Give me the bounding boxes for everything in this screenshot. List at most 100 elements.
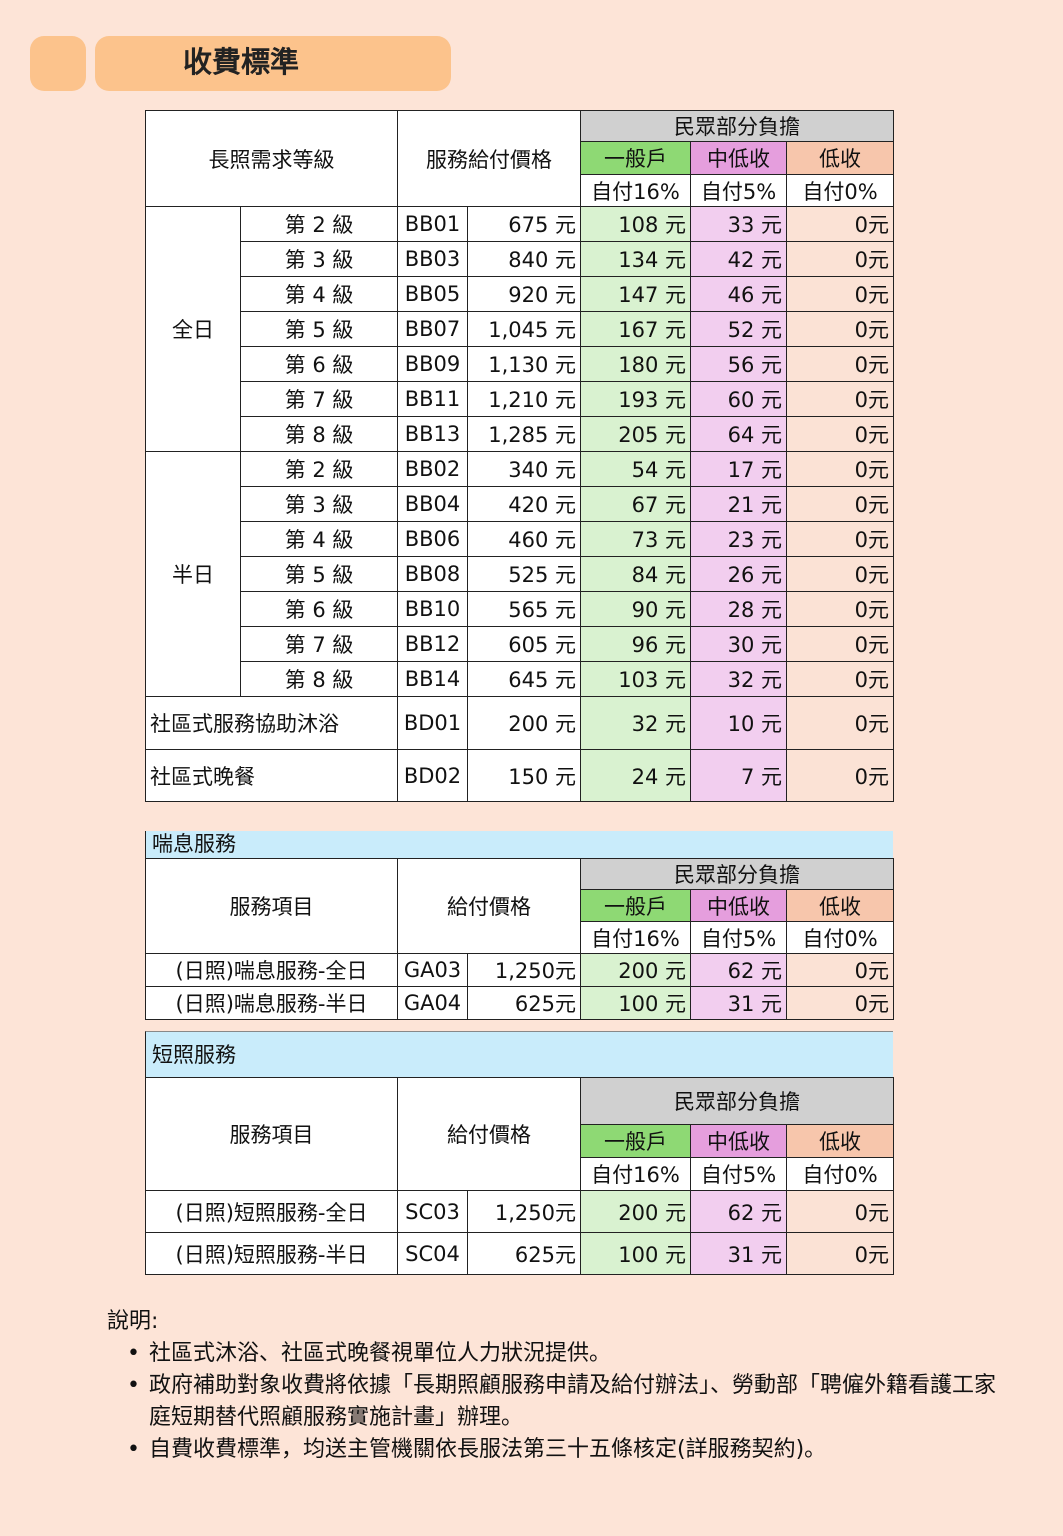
low-copay: 0元 <box>786 206 894 242</box>
section-title-respite: 喘息服務 <box>145 831 893 858</box>
header-low: 低收 <box>786 889 894 922</box>
header-midlow: 中低收 <box>690 1124 787 1158</box>
level-label: 第 3 級 <box>240 241 398 277</box>
table-row: 第 3 級 BB04 420 元 67 元 21 元 0元 <box>146 486 894 522</box>
table-row: 第 3 級 BB03 840 元 134 元 42 元 0元 <box>146 241 894 277</box>
service-code: BB08 <box>397 556 468 592</box>
header-low-rate: 自付0% <box>786 174 894 207</box>
header-pay_price: 給付價格 <box>397 1077 581 1191</box>
low-copay: 0元 <box>786 591 894 627</box>
table-row: (日照)短照服務-半日 SC04 625元 100 元 31 元 0元 <box>145 1232 894 1275</box>
note-item: 自費收費標準，均送主管機關依長服法第三十五條核定(詳服務契約)。 <box>127 1434 997 1466</box>
general-copay: 100 元 <box>580 1232 691 1275</box>
service-name: (日照)喘息服務-全日 <box>145 953 398 987</box>
table-row: 一般戶 中低收 低收 <box>146 1124 894 1158</box>
service-price: 840 元 <box>467 241 581 277</box>
service-price: 1,045 元 <box>467 311 581 347</box>
midlow-copay: 32 元 <box>690 661 787 697</box>
midlow-copay: 60 元 <box>690 381 787 417</box>
header-share: 民眾部分負擔 <box>580 858 894 890</box>
low-copay: 0元 <box>786 696 894 750</box>
table-row: 第 8 級 BB14 645 元 103 元 32 元 0元 <box>146 661 894 697</box>
service-code: BB14 <box>397 661 468 697</box>
table-row: 服務項目 給付價格 民眾部分負擔 <box>145 1077 894 1191</box>
table-row: 社區式服務協助沐浴 BD01 200 元 32 元 10 元 0元 <box>145 696 894 750</box>
service-code: BB10 <box>397 591 468 627</box>
header-level: 長照需求等級 <box>145 110 398 207</box>
midlow-copay: 62 元 <box>690 1190 787 1233</box>
level-label: 第 6 級 <box>240 591 398 627</box>
low-copay: 0元 <box>786 311 894 347</box>
general-copay: 103 元 <box>580 661 691 697</box>
table-row: 第 7 級 BB11 1,210 元 193 元 60 元 0元 <box>146 381 894 417</box>
table-row: 半日第 2 級 BB02 340 元 54 元 17 元 0元 <box>145 451 894 697</box>
service-price: 605 元 <box>467 626 581 662</box>
low-copay: 0元 <box>786 556 894 592</box>
service-code: BB01 <box>397 206 468 242</box>
table-row: 第 4 級 BB05 920 元 147 元 46 元 0元 <box>146 276 894 312</box>
midlow-copay: 17 元 <box>690 451 787 487</box>
table-row: 長照需求等級 服務給付價格 民眾部分負擔 <box>145 110 894 207</box>
table-row: 服務項目 給付價格 民眾部分負擔 <box>145 858 894 954</box>
level-label: 第 8 級 <box>240 661 398 697</box>
table-row: 第 8 級 BB13 1,285 元 205 元 64 元 0元 <box>146 416 894 452</box>
service-name: (日照)喘息服務-半日 <box>145 986 398 1020</box>
header-item: 服務項目 <box>145 1077 398 1191</box>
midlow-copay: 56 元 <box>690 346 787 382</box>
general-copay: 205 元 <box>580 416 691 452</box>
level-label: 第 5 級 <box>240 556 398 592</box>
header-midlow-rate: 自付5% <box>690 1157 787 1191</box>
midlow-copay: 31 元 <box>690 986 787 1020</box>
service-code: BB09 <box>397 346 468 382</box>
table-row: 自付16% 自付5% 自付0% <box>146 174 894 207</box>
midlow-copay: 31 元 <box>690 1232 787 1275</box>
header-midlow: 中低收 <box>690 889 787 922</box>
general-copay: 200 元 <box>580 1190 691 1233</box>
fee-table-respite: 服務項目 給付價格 民眾部分負擔 一般戶 中低收 低收 自付16% 自付5% 自付0% (日照)喘… <box>145 858 894 1020</box>
service-price: 340 元 <box>467 451 581 487</box>
service-price: 565 元 <box>467 591 581 627</box>
table-row: 第 6 級 BB09 1,130 元 180 元 56 元 0元 <box>146 346 894 382</box>
level-label: 第 2 級 <box>240 451 398 487</box>
midlow-copay: 23 元 <box>690 521 787 557</box>
general-copay: 90 元 <box>580 591 691 627</box>
notes: 說明: 社區式沐浴、社區式晚餐視單位人力狀況提供。 政府補助對象收費將依據「長期… <box>107 1306 997 1466</box>
header-general-rate: 自付16% <box>580 174 691 207</box>
low-copay: 0元 <box>786 276 894 312</box>
level-label: 第 6 級 <box>240 346 398 382</box>
service-price: 675 元 <box>467 206 581 242</box>
service-price: 625元 <box>467 986 581 1020</box>
midlow-copay: 21 元 <box>690 486 787 522</box>
service-code: BD01 <box>397 696 468 750</box>
general-copay: 54 元 <box>580 451 691 487</box>
service-name: (日照)短照服務-全日 <box>145 1190 398 1233</box>
service-code: BB11 <box>397 381 468 417</box>
header-share: 民眾部分負擔 <box>580 110 894 142</box>
service-price: 525 元 <box>467 556 581 592</box>
service-name: 社區式晚餐 <box>145 749 398 802</box>
low-copay: 0元 <box>786 416 894 452</box>
table-row: 第 4 級 BB06 460 元 73 元 23 元 0元 <box>146 521 894 557</box>
midlow-copay: 26 元 <box>690 556 787 592</box>
header-share: 民眾部分負擔 <box>580 1077 894 1125</box>
general-copay: 108 元 <box>580 206 691 242</box>
service-price: 1,250元 <box>467 953 581 987</box>
midlow-copay: 46 元 <box>690 276 787 312</box>
general-copay: 147 元 <box>580 276 691 312</box>
service-price: 460 元 <box>467 521 581 557</box>
low-copay: 0元 <box>786 346 894 382</box>
low-copay: 0元 <box>786 749 894 802</box>
midlow-copay: 28 元 <box>690 591 787 627</box>
header-item: 服務項目 <box>145 858 398 954</box>
service-code: BB02 <box>397 451 468 487</box>
service-price: 645 元 <box>467 661 581 697</box>
service-name: (日照)短照服務-半日 <box>145 1232 398 1275</box>
low-copay: 0元 <box>786 1232 894 1275</box>
level-label: 第 4 級 <box>240 276 398 312</box>
table-row: 一般戶 中低收 低收 <box>146 889 894 922</box>
header-low-rate: 自付0% <box>786 921 894 954</box>
header-low-rate: 自付0% <box>786 1157 894 1191</box>
header-low: 低收 <box>786 1124 894 1158</box>
notes-heading: 說明: <box>107 1309 159 1334</box>
